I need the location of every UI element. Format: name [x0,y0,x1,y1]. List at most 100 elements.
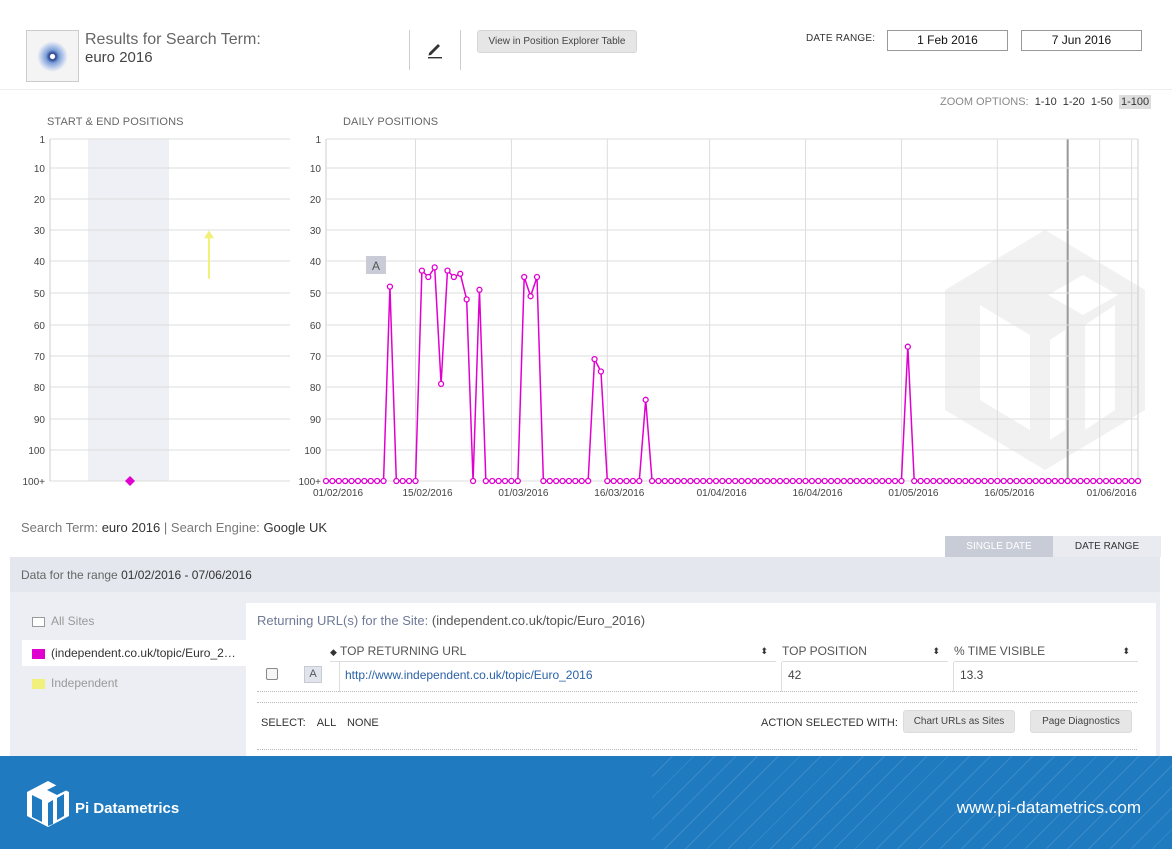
data-point [572,477,579,485]
x-tick-label: 16/03/2016 [594,488,644,499]
annotation-a: A [366,256,386,274]
view-position-explorer-button[interactable]: View in Position Explorer Table [477,30,637,53]
data-point [1058,477,1065,485]
data-point [348,477,355,485]
data-point [584,477,592,485]
search-info-line: Search Term: euro 2016 | Search Engine: … [21,520,327,535]
data-point [815,477,822,485]
data-point [1000,477,1007,485]
data-point [565,477,573,485]
divider [257,702,1137,703]
row-checkbox[interactable] [266,668,278,680]
zoom-option-1-100[interactable]: 1-100 [1118,95,1152,109]
date-mode-tabs: SINGLE DATE DATE RANGE [945,536,1161,557]
sort-icon: ⬍ [1122,646,1130,656]
date-range-label: DATE RANGE: [806,33,876,44]
select-label: SELECT: [261,717,306,729]
cell-divider [953,662,954,692]
data-point [1122,477,1129,485]
y-tick-label: 10 [310,164,322,175]
data-point [508,477,515,485]
data-point [597,368,605,375]
data-point [981,477,988,485]
data-point [757,477,764,485]
data-point [1102,477,1110,485]
data-point [917,477,924,485]
data-point [501,477,509,485]
data-point [1064,477,1071,485]
data-point [987,477,995,485]
data-point [546,477,553,485]
data-point [661,477,669,485]
column-header-url[interactable]: ◆ TOP RETURNING URL ⬍ [330,640,776,662]
data-point [700,477,707,485]
lower-panel: All Sites (independent.co.uk/topic/Euro_… [10,592,1160,756]
column-header-top-position[interactable]: TOP POSITION ⬍ [782,640,948,662]
table-row [257,662,1137,692]
action-selected-label: ACTION SELECTED WITH: [761,717,898,729]
x-tick-label: 15/02/2016 [402,488,452,499]
site-item-independent-topic[interactable]: (independent.co.uk/topic/Euro_2… [22,640,246,666]
y-tick-label: 90 [34,415,46,426]
data-point [629,477,637,485]
end-date-input[interactable]: 7 Jun 2016 [1021,30,1142,51]
data-point [1115,477,1122,485]
data-point [975,477,982,485]
range-text: Data for the range 01/02/2016 - 07/06/20… [21,568,252,582]
tab-date-range[interactable]: DATE RANGE [1053,536,1161,557]
data-point [668,477,675,485]
x-tick-label: 01/02/2016 [313,488,363,499]
data-point [591,355,598,363]
data-point [399,477,406,485]
data-point [418,267,426,274]
chart-urls-as-sites-button[interactable]: Chart URLs as Sites [903,710,1015,733]
data-point [610,477,617,485]
data-point [655,477,662,485]
range-bar: Data for the range 01/02/2016 - 07/06/20… [10,557,1160,592]
data-point [642,396,649,403]
column-label: TOP RETURNING URL [340,644,467,658]
search-engine-label: Search Engine: [170,520,260,535]
tab-single-date[interactable]: SINGLE DATE [945,536,1053,557]
data-point [412,477,419,485]
footer-bar: Pi Datametrics www.pi-datametrics.com [0,756,1172,849]
footer-url[interactable]: www.pi-datametrics.com [956,798,1141,817]
y-tick-label: 50 [34,289,46,300]
data-point [725,477,732,485]
data-point [495,477,502,485]
data-point [604,477,611,485]
column-label: TOP POSITION [782,644,867,658]
divider [460,30,461,70]
data-point [431,264,438,271]
edit-pencil-icon[interactable] [426,39,444,59]
sort-icon: ⬍ [760,646,768,656]
zoom-option-1-20[interactable]: 1-20 [1062,96,1085,108]
page-diagnostics-button[interactable]: Page Diagnostics [1030,710,1132,733]
results-label: Results for Search Term: [85,31,261,48]
start-date-input[interactable]: 1 Feb 2016 [887,30,1008,51]
data-point [514,477,521,485]
data-point [872,477,880,485]
column-header-time-visible[interactable]: % TIME VISIBLE ⬍ [954,640,1138,662]
data-point [1051,477,1059,485]
site-item-all-sites[interactable]: All Sites [22,608,246,634]
data-point [623,477,630,485]
site-item-independent[interactable]: Independent [22,670,246,696]
returning-url-link[interactable]: http://www.independent.co.uk/topic/Euro_… [345,668,593,682]
y-tick-label: 90 [310,415,322,426]
y-tick-label: 40 [310,257,322,268]
zoom-option-1-50[interactable]: 1-50 [1090,96,1113,108]
site-label: All Sites [51,614,95,628]
row-badge: A [304,666,322,683]
data-point [776,477,784,485]
zoom-option-1-10[interactable]: 1-10 [1034,96,1057,108]
y-tick-label: 10 [34,164,46,175]
x-tick-label: 01/05/2016 [888,488,938,499]
data-point [393,477,400,485]
data-point [719,477,726,485]
data-point [476,286,483,293]
select-none-link[interactable]: NONE [346,717,379,729]
data-point [898,477,905,485]
y-tick-label: 80 [310,383,322,394]
select-all-link[interactable]: ALL [316,717,336,729]
